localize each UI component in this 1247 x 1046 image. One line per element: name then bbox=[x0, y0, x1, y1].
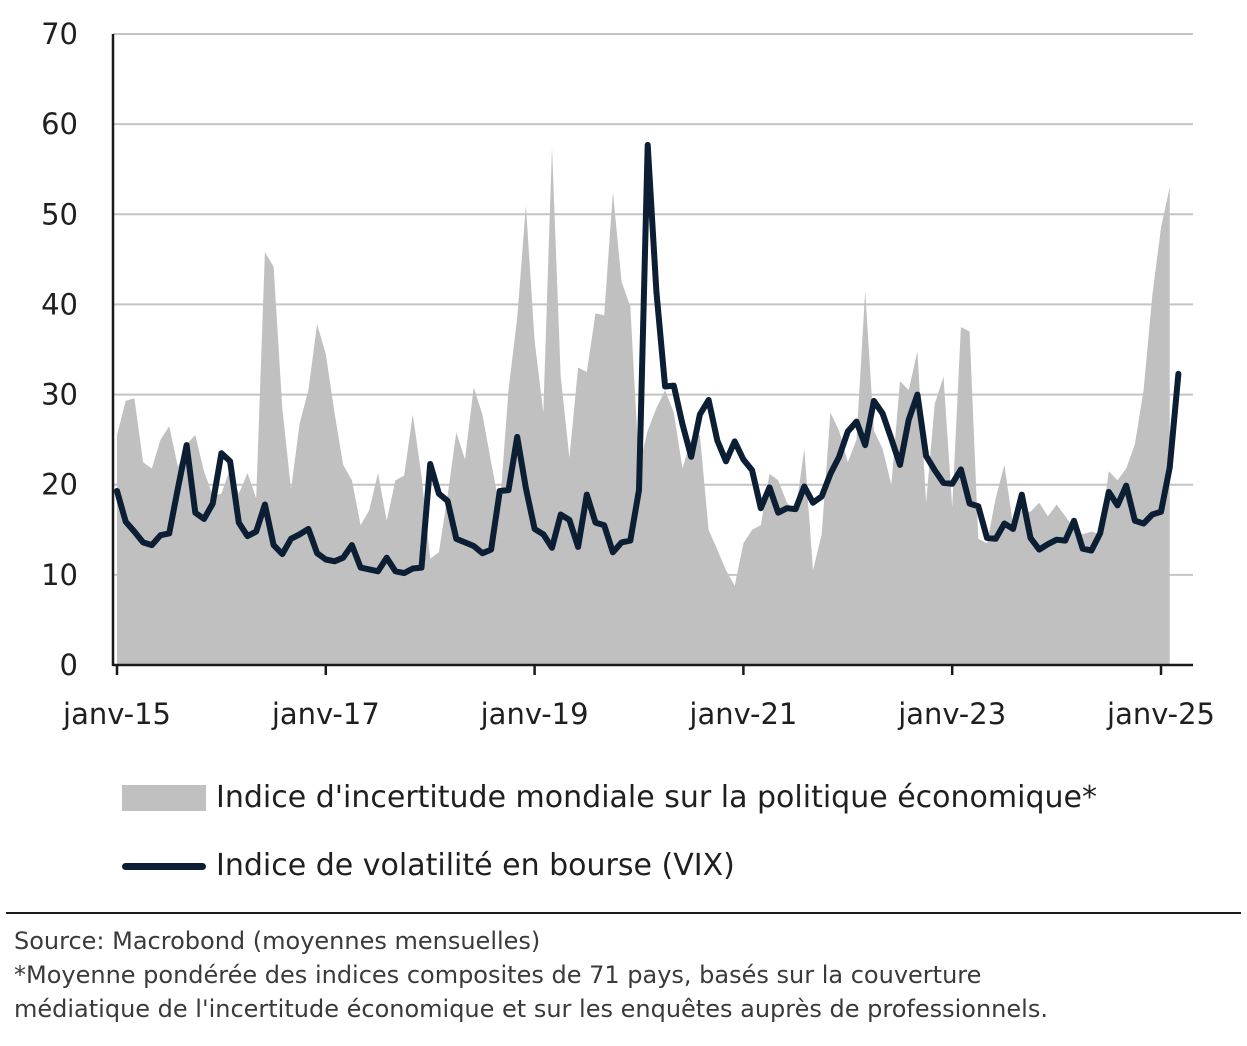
legend-item-uncertainty: Indice d'incertitude mondiale sur la pol… bbox=[122, 778, 1097, 818]
axes bbox=[111, 34, 1193, 675]
legend: Indice d'incertitude mondiale sur la pol… bbox=[122, 778, 1097, 914]
uncertainty-area bbox=[117, 146, 1170, 665]
y-tick-label: 0 bbox=[60, 648, 78, 682]
x-tick-label: janv-25 bbox=[1106, 697, 1215, 731]
legend-item-vix: Indice de volatilité en bourse (VIX) bbox=[122, 846, 1097, 886]
legend-label-uncertainty: Indice d'incertitude mondiale sur la pol… bbox=[216, 780, 1097, 815]
tick-labels: 0 10 20 30 40 50 60 70 janv-15 janv-17 janv-19 janv… bbox=[41, 17, 1215, 731]
footnote-line-1: *Moyenne pondérée des indices composites… bbox=[14, 961, 982, 989]
y-tick-label: 30 bbox=[41, 378, 78, 412]
legend-label-vix: Indice de volatilité en bourse (VIX) bbox=[216, 848, 735, 883]
y-tick-label: 10 bbox=[41, 558, 78, 592]
vix-line bbox=[114, 141, 1182, 577]
y-tick-label: 50 bbox=[41, 197, 78, 231]
y-tick-label: 70 bbox=[41, 17, 78, 51]
x-tick-label: janv-19 bbox=[480, 697, 589, 731]
chart-notes: Source: Macrobond (moyennes mensuelles) … bbox=[14, 924, 1048, 1026]
y-tick-label: 60 bbox=[41, 107, 78, 141]
x-tick-label: janv-17 bbox=[271, 697, 380, 731]
y-tick-label: 20 bbox=[41, 468, 78, 502]
x-tick-label: janv-21 bbox=[688, 697, 797, 731]
legend-swatch-area bbox=[122, 785, 206, 811]
source-note: Source: Macrobond (moyennes mensuelles) bbox=[14, 927, 541, 955]
vix-line-series bbox=[114, 141, 1182, 577]
footnote-line-2: médiatique de l'incertitude économique e… bbox=[14, 995, 1048, 1023]
chart: 0 10 20 30 40 50 60 70 janv-15 janv-17 janv-19 janv… bbox=[41, 17, 1215, 731]
legend-swatch-line bbox=[122, 862, 206, 870]
x-tick-label: janv-23 bbox=[897, 697, 1006, 731]
uncertainty-area-series bbox=[117, 146, 1170, 665]
divider bbox=[6, 912, 1241, 914]
x-tick-label: janv-15 bbox=[62, 697, 171, 731]
y-tick-label: 40 bbox=[41, 287, 78, 321]
